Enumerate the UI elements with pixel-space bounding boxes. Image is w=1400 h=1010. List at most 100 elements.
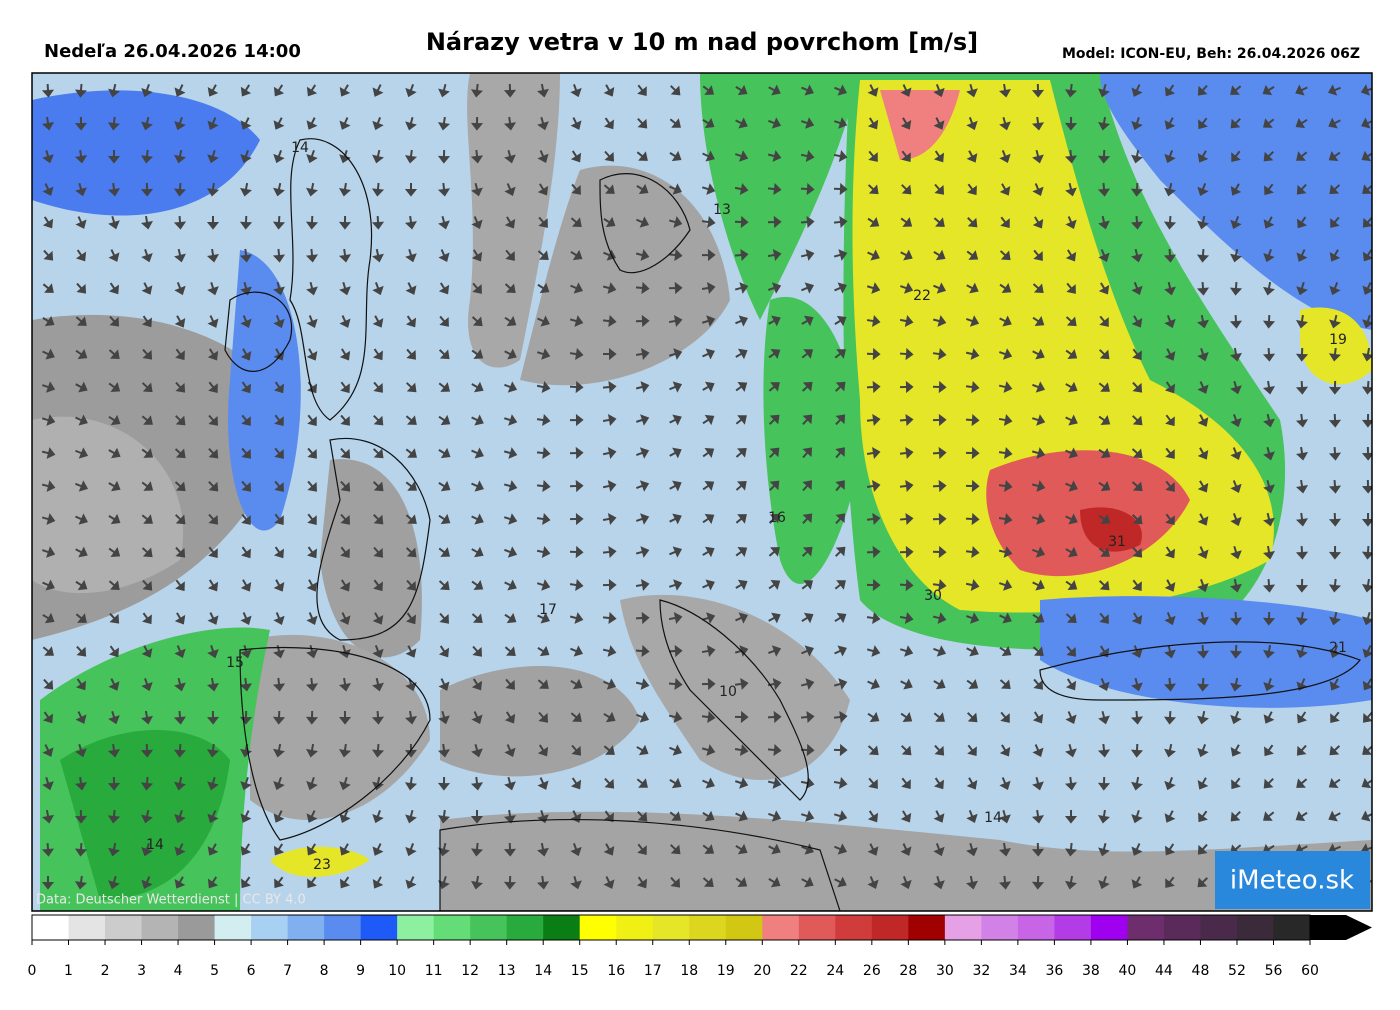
wind-arrow [207, 117, 219, 130]
wind-arrow [1000, 216, 1010, 228]
wind-arrow [175, 348, 185, 361]
wind-arrow [340, 381, 350, 394]
wind-arrow [801, 580, 814, 590]
colorbar-segment [506, 915, 544, 940]
wind-arrow [570, 645, 584, 657]
wind-arrow [899, 512, 914, 526]
wind-arrow [1065, 316, 1077, 327]
wind-arrow [965, 579, 980, 591]
wind-arrow [306, 776, 318, 791]
colorbar-segment [944, 915, 982, 940]
wind-arrow [1098, 116, 1110, 131]
wind-arrow [471, 447, 484, 459]
wind-arrow [669, 480, 682, 492]
wind-arrow [668, 612, 683, 624]
wind-arrow [866, 645, 881, 657]
wind-arrow [1230, 216, 1242, 230]
wind-arrow [536, 479, 551, 493]
wind-arrow [933, 645, 947, 657]
wind-arrow [768, 84, 781, 96]
wind-arrow [1230, 578, 1242, 593]
wind-arrow [405, 481, 417, 491]
wind-arrow [933, 150, 945, 163]
wind-arrow [206, 710, 220, 725]
wind-arrow [833, 249, 848, 261]
value-label: 21 [1329, 640, 1347, 656]
wind-arrow [107, 149, 121, 164]
wind-arrow [571, 744, 582, 756]
colorbar-label: 19 [717, 963, 735, 979]
wind-arrow [734, 677, 749, 691]
wind-arrow [900, 810, 912, 823]
wind-arrow [405, 315, 417, 328]
wind-arrow [306, 84, 318, 97]
wind-arrow [141, 415, 153, 425]
wind-arrow [273, 182, 285, 197]
wind-arrow [372, 248, 384, 263]
wind-arrow [108, 710, 120, 725]
wind-arrow [1065, 743, 1077, 758]
wind-arrow [175, 579, 185, 592]
wind-arrow [1197, 579, 1209, 593]
wind-arrow [306, 810, 318, 823]
wind-arrow [41, 447, 56, 459]
wind-arrow [1131, 248, 1143, 263]
wind-arrow [1361, 446, 1372, 461]
wind-arrow [702, 777, 715, 789]
wind-arrow [273, 810, 285, 823]
wind-arrow [141, 710, 153, 725]
wind-arrow [538, 216, 548, 228]
wind-arrow [834, 315, 847, 327]
wind-arrow [998, 546, 1013, 558]
wind-arrow [702, 348, 715, 360]
wind-arrow [1032, 348, 1045, 360]
wind-arrow [734, 183, 749, 195]
wind-arrow [768, 547, 780, 557]
wind-arrow [900, 876, 912, 890]
wind-arrow [901, 184, 912, 195]
colorbar-segment [251, 915, 289, 940]
wind-arrow [833, 743, 848, 757]
wind-arrow [602, 447, 617, 459]
wind-arrow [273, 546, 285, 559]
wind-arrow [701, 248, 716, 262]
wind-arrow [768, 315, 781, 327]
wind-arrow [108, 349, 120, 360]
wind-arrow [1296, 744, 1307, 756]
wind-arrow [932, 479, 947, 493]
wind-arrow [1098, 678, 1110, 691]
wind-arrow [471, 678, 483, 691]
wind-arrow [108, 842, 120, 857]
wind-arrow [1295, 545, 1309, 560]
wind-arrow [274, 447, 284, 459]
colorbar-segment [543, 915, 581, 940]
wind-arrow [1031, 83, 1045, 98]
wind-arrow [1000, 711, 1010, 723]
wind-arrow [867, 678, 880, 690]
wind-arrow [668, 677, 683, 691]
wind-arrow [1131, 282, 1143, 296]
wind-arrow [701, 710, 716, 724]
wind-arrow [735, 579, 748, 591]
wind-arrow [637, 810, 648, 822]
colorbar-segment [616, 915, 654, 940]
wind-arrow [1164, 348, 1176, 361]
wind-arrow [1262, 380, 1276, 395]
wind-arrow [735, 514, 747, 524]
wind-arrow [1264, 744, 1274, 757]
colorbar-segment [32, 915, 70, 940]
wind-arrow [1032, 546, 1046, 558]
wind-arrow [537, 183, 549, 196]
wind-arrow [802, 414, 813, 426]
wind-arrow [471, 316, 483, 327]
wind-arrow [1032, 315, 1045, 327]
wind-arrow [207, 677, 219, 692]
wind-arrow [702, 448, 715, 458]
wind-arrow [1065, 678, 1077, 691]
wind-arrow [1263, 811, 1275, 821]
wind-arrow [569, 578, 584, 592]
wind-arrow [834, 381, 846, 392]
wind-arrow [735, 84, 748, 96]
wind-arrow [141, 547, 153, 558]
wind-arrow [141, 248, 153, 263]
